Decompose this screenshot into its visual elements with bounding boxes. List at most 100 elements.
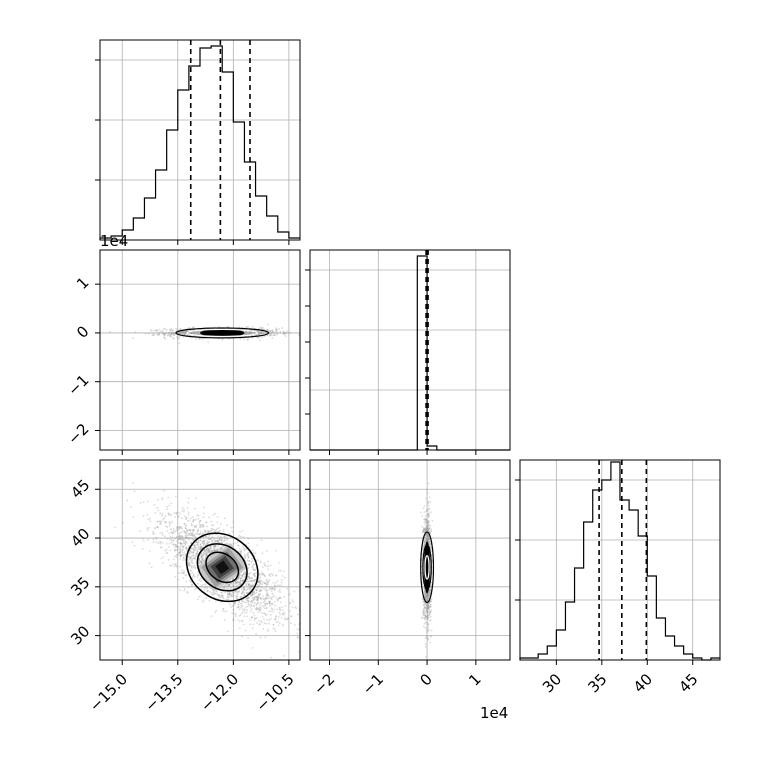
scatter-point [272,587,275,590]
scatter-point [211,540,213,543]
scatter-point [199,533,202,535]
scatter-point [423,530,425,533]
scatter-point [423,544,426,546]
scatter-point [180,554,183,557]
scatter-point [139,530,142,533]
scatter-point [239,595,242,598]
scatter-point [179,537,182,540]
scatter-point [232,584,235,587]
scatter-point [310,331,312,333]
scatter-point [219,596,222,599]
scatter-point [253,552,255,554]
scatter-point [422,612,425,615]
scatter-point [427,538,429,541]
scatter-point [260,327,263,329]
scatter-point [177,516,180,519]
scatter-point [254,579,257,582]
scatter-point [427,502,430,505]
scatter-point [278,328,280,330]
scatter-point [164,333,167,336]
scatter-point [244,331,247,334]
scatter-point [238,581,241,584]
scatter-point [181,536,184,538]
scatter-point [231,590,233,593]
scatter-point [426,610,429,613]
hist-p1-outline [99,45,300,240]
scatter-point [196,550,199,553]
scatter-point [200,337,203,340]
scatter-point [260,332,262,335]
scatter-point [208,541,210,543]
scatter-point [190,585,193,588]
scatter-point [247,556,250,559]
scatter-point [271,330,274,333]
scatter-point [249,332,252,335]
scatter-point [198,532,201,535]
scatter-point [176,529,179,532]
scatter-point [243,601,246,604]
scatter-point [427,637,430,640]
scatter-point [256,597,259,599]
scatter-point [235,585,238,588]
scatter-point [168,542,171,545]
scatter-point [282,333,285,336]
scatter-point [184,332,186,335]
scatter-point [191,529,194,532]
scatter-point [146,527,149,530]
scatter-point [210,545,213,548]
scatter-point [259,331,262,334]
scatter-point [169,335,172,337]
scatter-point [282,613,285,616]
scatter-point [248,583,250,585]
scatter-point [260,585,262,588]
scatter-point [243,586,246,589]
scatter-point [168,333,171,336]
scatter-point [198,595,201,598]
scatter-point [423,606,426,608]
scatter-point [191,559,194,562]
scatter-point [242,623,245,626]
scatter-point [265,593,268,596]
scatter-point [422,614,425,617]
scatter-point [251,325,254,328]
scatter-point [264,588,267,591]
scatter-point [240,592,243,595]
scatter-point [427,529,430,531]
scatter-point [240,552,243,555]
scatter-point [191,516,194,518]
scatter-point [159,541,162,543]
scatter-point [212,514,215,516]
scatter-point [425,530,428,532]
scatter-point [172,337,175,339]
scatter-point [178,553,181,556]
scatter-point [178,527,181,530]
scatter-point [205,521,207,524]
scatter-point [220,587,223,589]
scatter-point [426,593,429,596]
scatter-point [258,336,260,339]
scatter-point [181,332,184,334]
scatter-point [248,560,251,563]
scatter-point [234,602,236,605]
scatter-point [235,581,238,584]
scatter-point [202,524,204,527]
scatter-point [252,567,255,570]
scatter-point [253,596,256,599]
scatter-point [170,328,173,331]
scatter-point [266,329,269,331]
scatter-point [254,572,257,575]
scatter-point [265,329,268,331]
scatter-point [205,555,207,558]
scatter-point [179,332,182,335]
scatter-point [192,551,194,554]
scatter-point [228,583,231,586]
scatter-point [258,581,261,584]
scatter-point [423,541,426,544]
scatter-point [194,536,197,538]
scatter-point [427,504,430,507]
scatter-point [421,515,424,517]
scatter-point [246,553,249,556]
scatter-point [197,331,199,334]
scatter-point [190,332,193,335]
